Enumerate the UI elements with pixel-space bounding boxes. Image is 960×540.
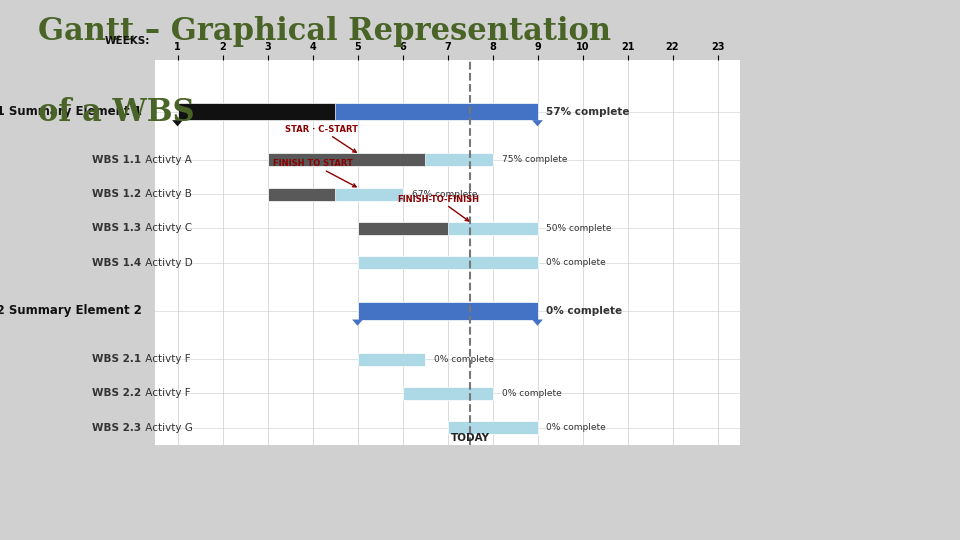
Polygon shape [532, 120, 543, 126]
Text: WBS 1.2: WBS 1.2 [92, 189, 141, 199]
Text: WBS 2.2: WBS 2.2 [92, 388, 141, 399]
Text: Activty F: Activty F [142, 354, 191, 364]
Text: WBS 1 Summary Element 1: WBS 1 Summary Element 1 [0, 105, 141, 118]
Text: Activty C: Activty C [142, 224, 192, 233]
Text: WBS 2 Summary Element 2: WBS 2 Summary Element 2 [0, 305, 141, 318]
Polygon shape [172, 120, 183, 126]
Bar [357, 353, 425, 366]
Text: 0% complete: 0% complete [546, 306, 623, 316]
Text: 57% complete: 57% complete [546, 106, 630, 117]
Text: STAR · C-START: STAR · C-START [285, 125, 358, 152]
Polygon shape [532, 320, 543, 326]
Text: 0% complete: 0% complete [501, 389, 562, 398]
Text: Activty A: Activty A [142, 154, 192, 165]
Text: TODAY: TODAY [450, 433, 490, 443]
Text: Activty D: Activty D [142, 258, 193, 268]
Text: Activty G: Activty G [142, 423, 193, 433]
Text: FINISH TO START: FINISH TO START [273, 159, 356, 187]
Text: Activty F: Activty F [142, 388, 191, 399]
Bar [268, 187, 402, 200]
Text: WEEKS:: WEEKS: [105, 37, 150, 46]
Text: WBS 1.1: WBS 1.1 [92, 154, 141, 165]
Text: 50% complete: 50% complete [546, 224, 612, 233]
Bar [357, 222, 447, 235]
Text: 75% complete: 75% complete [501, 155, 567, 164]
Bar [268, 153, 425, 166]
Text: 0% complete: 0% complete [434, 355, 493, 363]
Text: WBS 1.4: WBS 1.4 [92, 258, 141, 268]
Bar [268, 187, 335, 200]
Bar [447, 421, 538, 434]
Text: 0% complete: 0% complete [546, 423, 607, 433]
Text: WBS 2.1: WBS 2.1 [92, 354, 141, 364]
Text: WBS 1.3: WBS 1.3 [92, 224, 141, 233]
Bar [357, 222, 538, 235]
Text: Activty B: Activty B [142, 189, 192, 199]
Text: 67% complete: 67% complete [412, 190, 477, 199]
Bar [178, 103, 538, 120]
Bar [357, 256, 538, 269]
Bar [178, 103, 335, 120]
Text: WBS 2.3: WBS 2.3 [92, 423, 141, 433]
Bar [357, 302, 538, 320]
Bar [402, 387, 492, 400]
Text: of a WBS: of a WBS [38, 97, 195, 128]
Bar [268, 153, 492, 166]
Text: Gantt – Graphical Representation: Gantt – Graphical Representation [38, 16, 612, 47]
Text: FINISH-TO-FINISH: FINISH-TO-FINISH [397, 195, 479, 221]
Polygon shape [352, 320, 363, 326]
Text: 0% complete: 0% complete [546, 258, 607, 267]
